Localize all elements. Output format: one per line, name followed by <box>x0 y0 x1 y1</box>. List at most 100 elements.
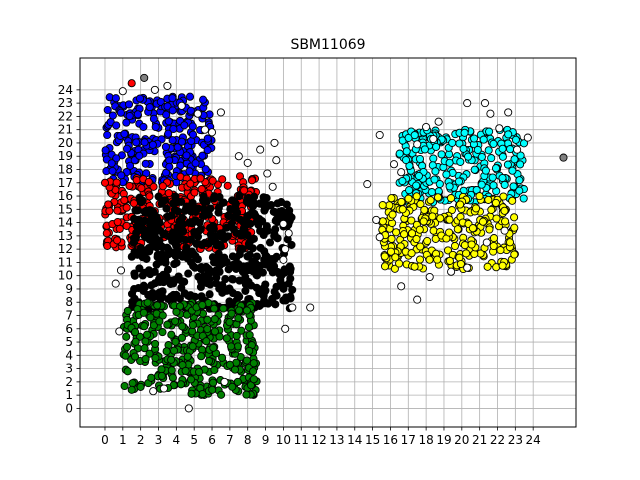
data-point <box>167 366 176 375</box>
data-point <box>182 243 191 252</box>
y-tick-label: 4 <box>65 348 73 362</box>
data-point <box>498 152 507 161</box>
data-point <box>186 106 195 115</box>
data-point <box>481 166 490 175</box>
data-point <box>125 181 134 190</box>
data-point <box>209 194 218 203</box>
data-point <box>107 159 116 168</box>
data-point <box>160 229 169 238</box>
data-point <box>401 155 411 165</box>
data-point <box>388 210 397 219</box>
data-point <box>168 136 177 145</box>
data-point <box>456 200 465 209</box>
data-point <box>385 201 394 210</box>
data-point <box>157 371 166 380</box>
cluster-yellow <box>377 192 519 274</box>
data-point <box>115 327 124 336</box>
data-point <box>153 250 162 259</box>
data-point <box>207 128 217 137</box>
data-point <box>459 144 468 153</box>
data-point <box>492 214 501 223</box>
data-point <box>235 192 244 201</box>
data-point <box>232 331 241 340</box>
data-point <box>203 134 212 143</box>
data-point <box>111 94 120 103</box>
data-point <box>144 243 153 253</box>
data-point <box>113 217 122 227</box>
data-point <box>395 259 404 268</box>
data-point <box>118 87 127 96</box>
y-tick-label: 15 <box>58 202 73 216</box>
data-point <box>124 100 134 109</box>
data-point <box>202 197 211 206</box>
data-point <box>162 110 171 119</box>
data-point <box>173 143 182 152</box>
data-point <box>138 196 147 205</box>
data-point <box>168 236 177 245</box>
data-point <box>185 92 195 101</box>
data-point <box>464 152 473 161</box>
data-point <box>496 246 505 255</box>
data-point <box>425 255 434 264</box>
data-point <box>120 381 129 391</box>
data-point <box>407 249 416 258</box>
data-point <box>489 241 498 251</box>
x-tick-label: 16 <box>383 433 398 447</box>
data-point <box>217 390 226 399</box>
data-point <box>498 144 507 153</box>
data-point <box>504 108 513 117</box>
data-point <box>460 241 469 250</box>
y-tick-label: 19 <box>58 149 73 163</box>
data-point <box>191 159 200 168</box>
data-point <box>281 245 290 254</box>
data-point <box>407 229 417 238</box>
data-point <box>163 320 172 329</box>
y-tick-label: 16 <box>58 189 73 203</box>
data-point <box>445 228 454 237</box>
data-point <box>116 266 126 275</box>
data-point <box>218 353 227 362</box>
data-point <box>222 334 231 343</box>
data-point <box>130 214 139 223</box>
data-point <box>127 79 136 88</box>
data-point <box>184 269 193 278</box>
data-point <box>210 365 219 375</box>
data-point <box>186 375 196 384</box>
data-point <box>415 225 424 234</box>
data-point <box>136 382 145 391</box>
data-point <box>176 234 185 243</box>
data-point <box>487 154 496 163</box>
data-point <box>285 216 294 225</box>
data-point <box>270 138 279 147</box>
data-point <box>468 224 477 233</box>
data-point <box>445 215 454 224</box>
data-point <box>410 262 419 271</box>
data-point <box>263 201 272 210</box>
data-point <box>245 330 254 340</box>
data-point <box>203 146 212 155</box>
data-point <box>172 229 181 238</box>
data-point <box>375 233 384 242</box>
y-tick-label: 9 <box>65 282 73 296</box>
data-point <box>196 174 205 183</box>
data-point <box>445 158 454 167</box>
data-point <box>433 193 443 202</box>
data-point <box>420 145 429 154</box>
y-tick-label: 2 <box>65 375 73 389</box>
data-point <box>180 277 189 286</box>
data-point <box>510 223 519 232</box>
data-point <box>123 306 132 315</box>
data-point <box>180 206 190 215</box>
data-point <box>484 146 493 155</box>
data-point <box>220 377 229 386</box>
data-point <box>235 306 244 315</box>
data-point <box>150 85 159 94</box>
y-tick-label: 23 <box>58 96 73 110</box>
data-point <box>242 390 251 399</box>
data-point <box>491 164 501 173</box>
data-point <box>488 173 497 182</box>
data-point <box>510 213 519 222</box>
data-point <box>172 246 181 255</box>
data-point <box>164 189 173 198</box>
